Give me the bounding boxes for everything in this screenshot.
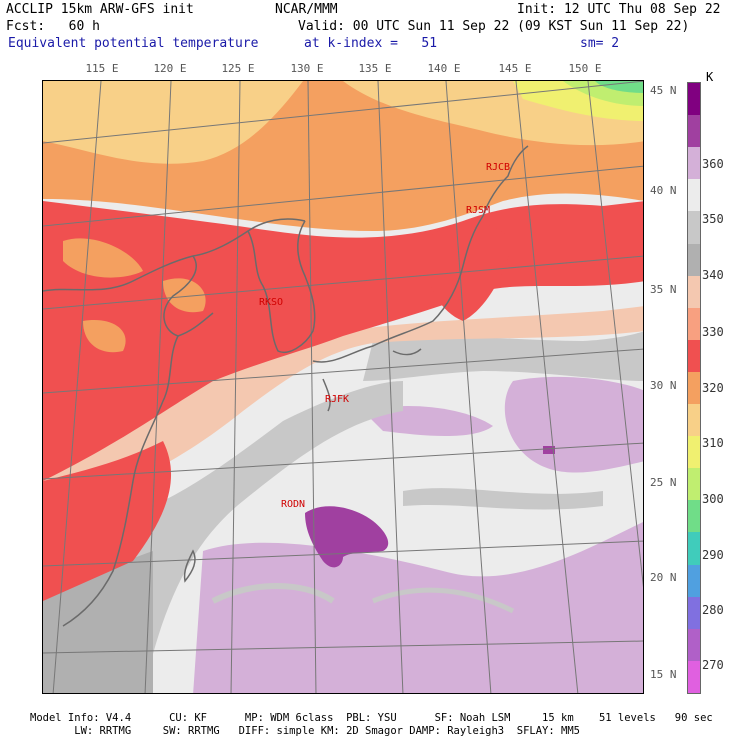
lon-label: 150 E bbox=[568, 62, 602, 75]
colorbar-segment bbox=[688, 211, 700, 244]
colorbar-tick: 350 bbox=[702, 212, 724, 226]
colorbar-tick: 360 bbox=[702, 157, 724, 171]
model-info-line: Model Info: V4.4 CU: KF MP: WDM 6class P… bbox=[30, 712, 713, 724]
smoothing: sm= 2 bbox=[580, 36, 620, 51]
lat-label: 15 N bbox=[650, 668, 677, 681]
init-time: Init: 12 UTC Thu 08 Sep 22 bbox=[517, 2, 721, 17]
station-label: RJSM bbox=[466, 205, 491, 216]
colorbar-segment bbox=[688, 83, 700, 116]
colorbar-segment bbox=[688, 147, 700, 180]
center-label: NCAR/MMM bbox=[275, 2, 338, 17]
station-label: RJCB bbox=[486, 162, 511, 173]
colorbar-segment bbox=[688, 371, 700, 405]
colorbar-segment bbox=[688, 115, 700, 148]
colorbar-segment bbox=[688, 179, 700, 212]
theta-e-field bbox=[43, 81, 643, 693]
lon-label: 120 E bbox=[153, 62, 187, 75]
colorbar-segment bbox=[688, 436, 700, 469]
lon-label: 115 E bbox=[85, 62, 119, 75]
physics-info-line: LW: RRTMG SW: RRTMG DIFF: simple KM: 2D … bbox=[30, 725, 580, 737]
lon-label: 125 E bbox=[221, 62, 255, 75]
lat-label: 20 N bbox=[650, 571, 677, 584]
colorbar-segment bbox=[688, 339, 700, 373]
colorbar-segment bbox=[688, 404, 700, 437]
lat-label: 35 N bbox=[650, 283, 677, 296]
colorbar-segment bbox=[688, 275, 700, 309]
station-label: RODN bbox=[281, 499, 306, 510]
colorbar-tick: 290 bbox=[702, 548, 724, 562]
colorbar bbox=[687, 82, 701, 694]
lat-label: 30 N bbox=[650, 379, 677, 392]
field-name: Equivalent potential temperature bbox=[8, 36, 259, 51]
colorbar-segment bbox=[688, 243, 700, 277]
colorbar-segment bbox=[688, 500, 700, 533]
colorbar-segment bbox=[688, 532, 700, 566]
colorbar-tick: 320 bbox=[702, 381, 724, 395]
valid-time: Valid: 00 UTC Sun 11 Sep 22 (09 KST Sun … bbox=[298, 19, 690, 34]
colorbar-tick: 330 bbox=[702, 325, 724, 339]
station-label: RJFK bbox=[325, 394, 350, 405]
level-index: at k-index = 51 bbox=[304, 36, 438, 51]
colorbar-segment bbox=[688, 468, 700, 501]
colorbar-unit: K bbox=[706, 70, 714, 84]
colorbar-tick: 340 bbox=[702, 268, 724, 282]
graticule bbox=[43, 81, 643, 693]
colorbar-segment bbox=[688, 660, 700, 694]
lat-label: 40 N bbox=[650, 184, 677, 197]
lon-label: 135 E bbox=[358, 62, 392, 75]
colorbar-tick: 310 bbox=[702, 436, 724, 450]
colorbar-segment bbox=[688, 307, 700, 341]
lat-label: 45 N bbox=[650, 84, 677, 97]
colorbar-segment bbox=[688, 564, 700, 598]
colorbar-tick: 280 bbox=[702, 603, 724, 617]
lon-label: 130 E bbox=[290, 62, 324, 75]
lon-label: 145 E bbox=[498, 62, 532, 75]
colorbar-segment bbox=[688, 628, 700, 662]
colorbar-tick: 300 bbox=[702, 492, 724, 506]
model-title: ACCLIP 15km ARW-GFS init bbox=[6, 2, 194, 17]
forecast-hour: Fcst: 60 h bbox=[6, 19, 100, 34]
station-label: RKSO bbox=[259, 297, 284, 308]
lon-label: 140 E bbox=[427, 62, 461, 75]
colorbar-tick: 270 bbox=[702, 658, 724, 672]
map-panel[interactable]: RJCB RJSM RKSO RJFK RODN bbox=[42, 80, 644, 694]
coastlines bbox=[43, 145, 529, 627]
colorbar-segment bbox=[688, 596, 700, 630]
lat-label: 25 N bbox=[650, 476, 677, 489]
